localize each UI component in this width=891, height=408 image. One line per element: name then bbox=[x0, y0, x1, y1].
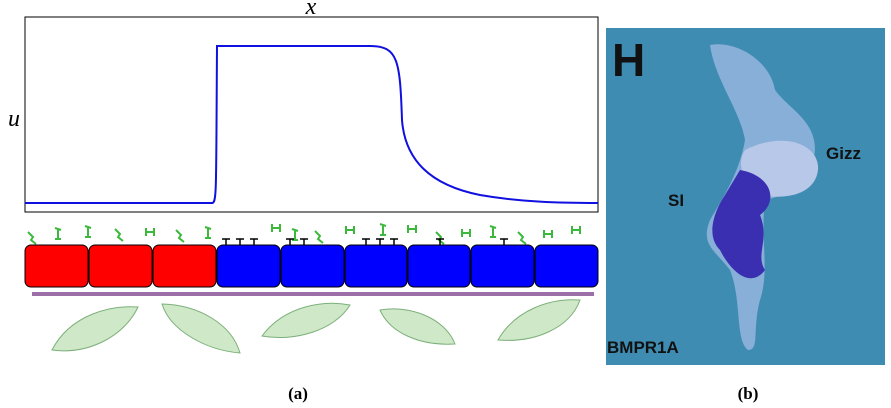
stain-label: BMPR1A bbox=[607, 338, 679, 357]
caption: (a) bbox=[288, 384, 308, 403]
region-label: SI bbox=[668, 191, 684, 210]
receptors bbox=[222, 239, 508, 245]
x-label: x bbox=[305, 0, 317, 20]
cells bbox=[25, 245, 598, 287]
leaves bbox=[52, 300, 580, 353]
panel-letter: H bbox=[612, 34, 645, 86]
figure: x u (a) bbox=[0, 0, 891, 408]
y-label: u bbox=[8, 106, 20, 132]
profile-curve bbox=[25, 46, 598, 203]
region-label: Gizz bbox=[826, 144, 861, 163]
caption: (b) bbox=[738, 384, 759, 403]
